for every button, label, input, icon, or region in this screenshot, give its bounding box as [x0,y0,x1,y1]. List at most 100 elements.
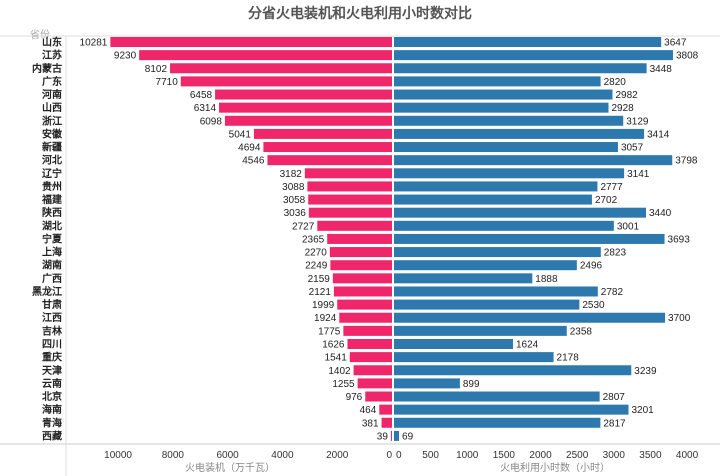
value-label-capacity: 2159 [308,274,331,285]
bar-hours [394,233,665,244]
value-label-capacity: 1402 [328,366,351,377]
x-tick-label-hours: 0 [396,450,402,461]
bar-capacity [390,430,392,441]
value-label-capacity: 1999 [312,300,335,311]
value-label-capacity: 381 [362,418,379,429]
bar-hours [394,430,400,441]
category-label: 河南 [42,88,62,101]
category-label: 江苏 [42,49,62,62]
chart-title: 分省火电装机和火电利用小时数对比 [248,6,472,22]
bar-hours [394,128,645,139]
category-label: 河北 [42,154,62,167]
bar-hours [394,37,662,47]
bar-capacity [353,365,392,376]
value-label-capacity: 4546 [242,156,265,167]
value-label-hours: 1888 [535,274,558,285]
category-label: 北京 [42,390,62,403]
value-label-capacity: 6458 [190,90,213,101]
value-label-hours: 899 [463,379,480,390]
value-label-capacity: 2121 [309,287,332,298]
category-label: 广西 [42,272,62,285]
bar-capacity [330,260,392,271]
value-label-capacity: 2727 [292,221,315,232]
category-label: 西藏 [42,429,62,442]
bar-hours [394,194,592,205]
value-label-hours: 3129 [626,116,649,127]
category-label: 辽宁 [42,167,62,180]
bar-capacity [332,273,392,284]
value-label-hours: 2820 [604,77,627,88]
value-label-capacity: 464 [360,405,377,416]
category-label: 山东 [42,36,62,49]
bar-capacity [180,76,392,87]
value-label-capacity: 6098 [200,116,223,127]
category-label: 重庆 [42,351,62,364]
x-tick-label-hours: 3500 [639,450,662,461]
value-label-capacity: 8102 [145,64,168,75]
value-label-capacity: 9230 [114,51,137,62]
bar-capacity [139,50,392,61]
bar-capacity [365,391,392,402]
bar-hours [394,115,624,126]
bar-hours [394,286,598,297]
value-label-capacity: 2365 [302,234,325,245]
value-label-hours: 2702 [595,195,618,206]
bar-hours [394,220,614,231]
bar-capacity [308,194,392,205]
value-label-capacity: 2249 [305,261,328,272]
bar-hours [394,102,609,113]
category-label: 山西 [42,101,62,114]
category-label: 吉林 [42,324,63,337]
value-label-hours: 2817 [603,418,626,429]
value-label-hours: 3414 [647,129,670,140]
value-label-hours: 2928 [612,103,635,114]
bar-capacity [307,181,392,192]
bar-hours [394,76,601,87]
bar-hours [394,181,598,192]
value-label-hours: 3201 [632,405,655,416]
value-label-hours: 2782 [601,287,624,298]
bar-capacity [304,168,392,179]
value-label-hours: 3808 [676,51,699,62]
value-label-capacity: 5041 [229,129,252,140]
x-axis-title-capacity: 火电装机（万千瓦） [185,461,275,474]
bar-hours [394,352,554,363]
value-label-hours: 3693 [668,234,691,245]
bar-capacity [381,417,392,428]
value-label-capacity: 4694 [238,143,261,154]
bar-capacity [379,404,392,415]
x-tick-label-capacity: 4000 [271,450,294,461]
bar-hours [394,260,577,271]
bar-capacity [110,37,392,47]
bar-capacity [339,312,392,323]
category-label: 青海 [42,416,62,429]
bar-capacity [337,299,392,310]
value-label-capacity: 1775 [318,326,341,337]
bar-hours [394,247,601,258]
bar-capacity [327,233,392,244]
x-tick-label-hours: 2000 [529,450,552,461]
bar-capacity [347,338,392,349]
value-label-hours: 69 [402,431,414,442]
bar-capacity [224,115,392,126]
x-axis-title-hours: 火电利用小时数（小时） [500,461,610,474]
x-tick-label-capacity: 0 [386,450,392,461]
bar-hours [394,273,533,284]
bar-capacity [349,352,392,363]
category-label: 新疆 [42,141,62,154]
bar-hours [394,155,673,166]
value-label-capacity: 3058 [283,195,306,206]
value-label-capacity: 1255 [332,379,355,390]
bar-capacity [170,63,392,74]
x-tick-label-hours: 3000 [603,450,626,461]
bar-hours [394,299,580,310]
bar-hours [394,89,613,100]
category-label: 陕西 [42,206,62,219]
value-label-hours: 1624 [516,339,539,350]
bar-hours [394,50,673,61]
value-label-capacity: 1626 [322,339,345,350]
category-label: 天津 [42,364,62,377]
value-label-hours: 2496 [580,261,603,272]
value-label-capacity: 1541 [325,353,348,364]
